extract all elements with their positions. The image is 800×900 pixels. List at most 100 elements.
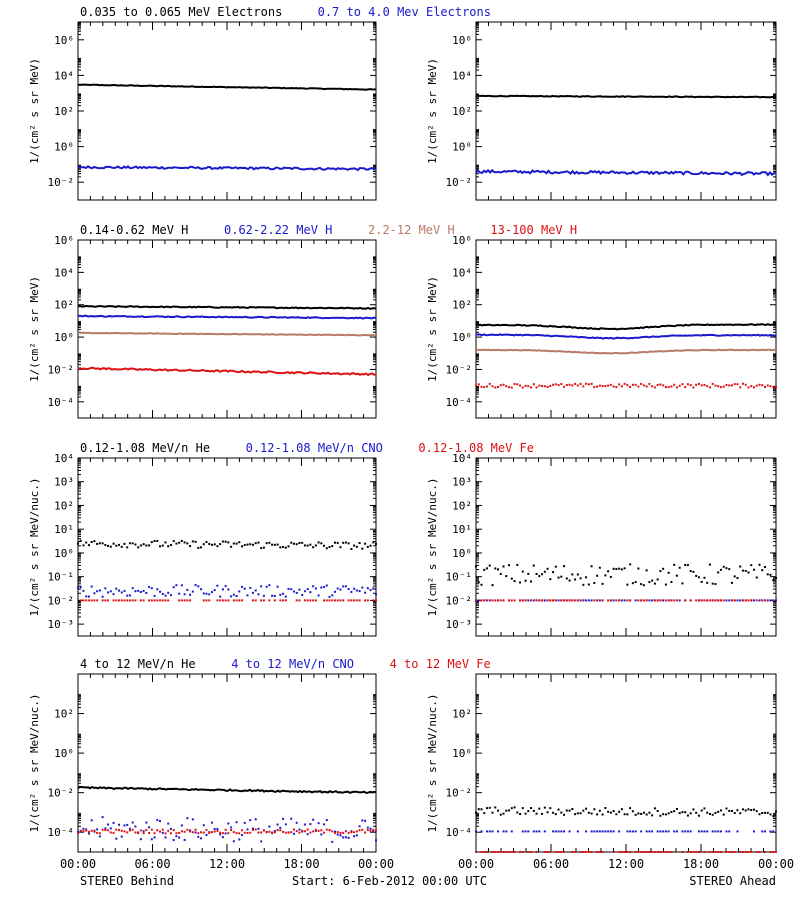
- data-point: [673, 810, 676, 813]
- y-tick-label: 10³: [452, 476, 472, 489]
- data-point: [673, 599, 676, 602]
- data-point: [607, 830, 610, 833]
- data-point: [301, 829, 304, 832]
- data-point: [521, 570, 524, 573]
- data-point: [366, 599, 369, 602]
- data-point: [312, 585, 315, 588]
- data-point: [508, 564, 511, 567]
- y-tick-label: 10²: [452, 499, 472, 512]
- data-point: [282, 599, 285, 602]
- data-point: [582, 599, 585, 602]
- data-point: [543, 851, 546, 853]
- data-point: [309, 543, 312, 546]
- data-point: [609, 830, 612, 833]
- data-point: [87, 599, 90, 602]
- data-point: [651, 814, 654, 817]
- data-point: [491, 851, 494, 853]
- data-point: [703, 851, 706, 853]
- data-point: [739, 851, 742, 853]
- data-point: [336, 833, 339, 836]
- data-point: [183, 593, 186, 596]
- footer-center: Start: 6-Feb-2012 00:00 UTC: [292, 874, 487, 888]
- data-point: [620, 599, 623, 602]
- data-point: [344, 836, 347, 839]
- data-point: [576, 384, 579, 387]
- data-point: [510, 577, 513, 580]
- data-point: [230, 595, 233, 598]
- data-point: [587, 851, 590, 853]
- data-point: [344, 830, 347, 833]
- data-point: [235, 595, 238, 598]
- data-point: [546, 811, 549, 814]
- data-point: [653, 807, 656, 810]
- data-point: [717, 385, 720, 388]
- data-point: [178, 836, 181, 839]
- data-point: [508, 599, 511, 602]
- data-point: [582, 385, 585, 388]
- data-point: [339, 599, 342, 602]
- data-point: [159, 830, 162, 833]
- data-point: [609, 383, 612, 386]
- series-line: [77, 165, 377, 172]
- data-point: [543, 806, 546, 809]
- data-point: [670, 385, 673, 388]
- data-point: [651, 599, 654, 602]
- data-point: [565, 809, 568, 812]
- data-point: [325, 819, 328, 822]
- data-point: [210, 831, 213, 834]
- data-point: [565, 384, 568, 387]
- series-line: [475, 348, 777, 355]
- data-point: [750, 599, 753, 602]
- data-point: [700, 384, 703, 387]
- data-point: [585, 382, 588, 385]
- data-point: [585, 851, 588, 853]
- y-axis-label: 1/(cm² s sr MeV): [426, 58, 439, 164]
- data-point: [238, 838, 241, 841]
- data-point: [208, 542, 211, 545]
- data-point: [499, 851, 502, 853]
- data-point: [134, 599, 137, 602]
- data-point: [769, 851, 772, 853]
- data-point: [700, 830, 703, 833]
- data-point: [513, 383, 516, 386]
- data-point: [601, 599, 604, 602]
- data-point: [142, 543, 145, 546]
- data-point: [601, 813, 604, 816]
- data-point: [312, 546, 315, 549]
- data-point: [618, 810, 621, 813]
- data-point: [79, 586, 82, 589]
- data-point: [298, 828, 301, 831]
- data-point: [131, 828, 134, 831]
- data-point: [172, 838, 175, 841]
- data-point: [164, 836, 167, 839]
- data-point: [717, 830, 720, 833]
- data-point: [675, 386, 678, 389]
- data-point: [98, 589, 101, 592]
- data-point: [232, 840, 235, 843]
- data-point: [290, 588, 293, 591]
- data-point: [284, 546, 287, 549]
- data-point: [557, 808, 560, 811]
- data-point: [733, 812, 736, 815]
- data-point: [719, 568, 722, 571]
- data-point: [519, 581, 522, 584]
- data-point: [287, 545, 290, 548]
- data-point: [519, 599, 522, 602]
- data-point: [161, 593, 164, 596]
- data-point: [598, 830, 601, 833]
- y-tick-label: 10⁰: [452, 747, 472, 760]
- data-point: [697, 830, 700, 833]
- data-point: [662, 830, 665, 833]
- data-point: [571, 384, 574, 387]
- plot-frame: [77, 673, 377, 853]
- data-point: [137, 546, 140, 549]
- y-tick-label: 10⁴: [452, 452, 472, 465]
- data-point: [309, 591, 312, 594]
- data-point: [684, 599, 687, 602]
- data-point: [656, 383, 659, 386]
- data-point: [142, 589, 145, 592]
- data-point: [85, 599, 88, 602]
- series-line: [77, 83, 377, 91]
- y-tick-label: 10⁰: [452, 331, 472, 344]
- data-point: [372, 587, 375, 590]
